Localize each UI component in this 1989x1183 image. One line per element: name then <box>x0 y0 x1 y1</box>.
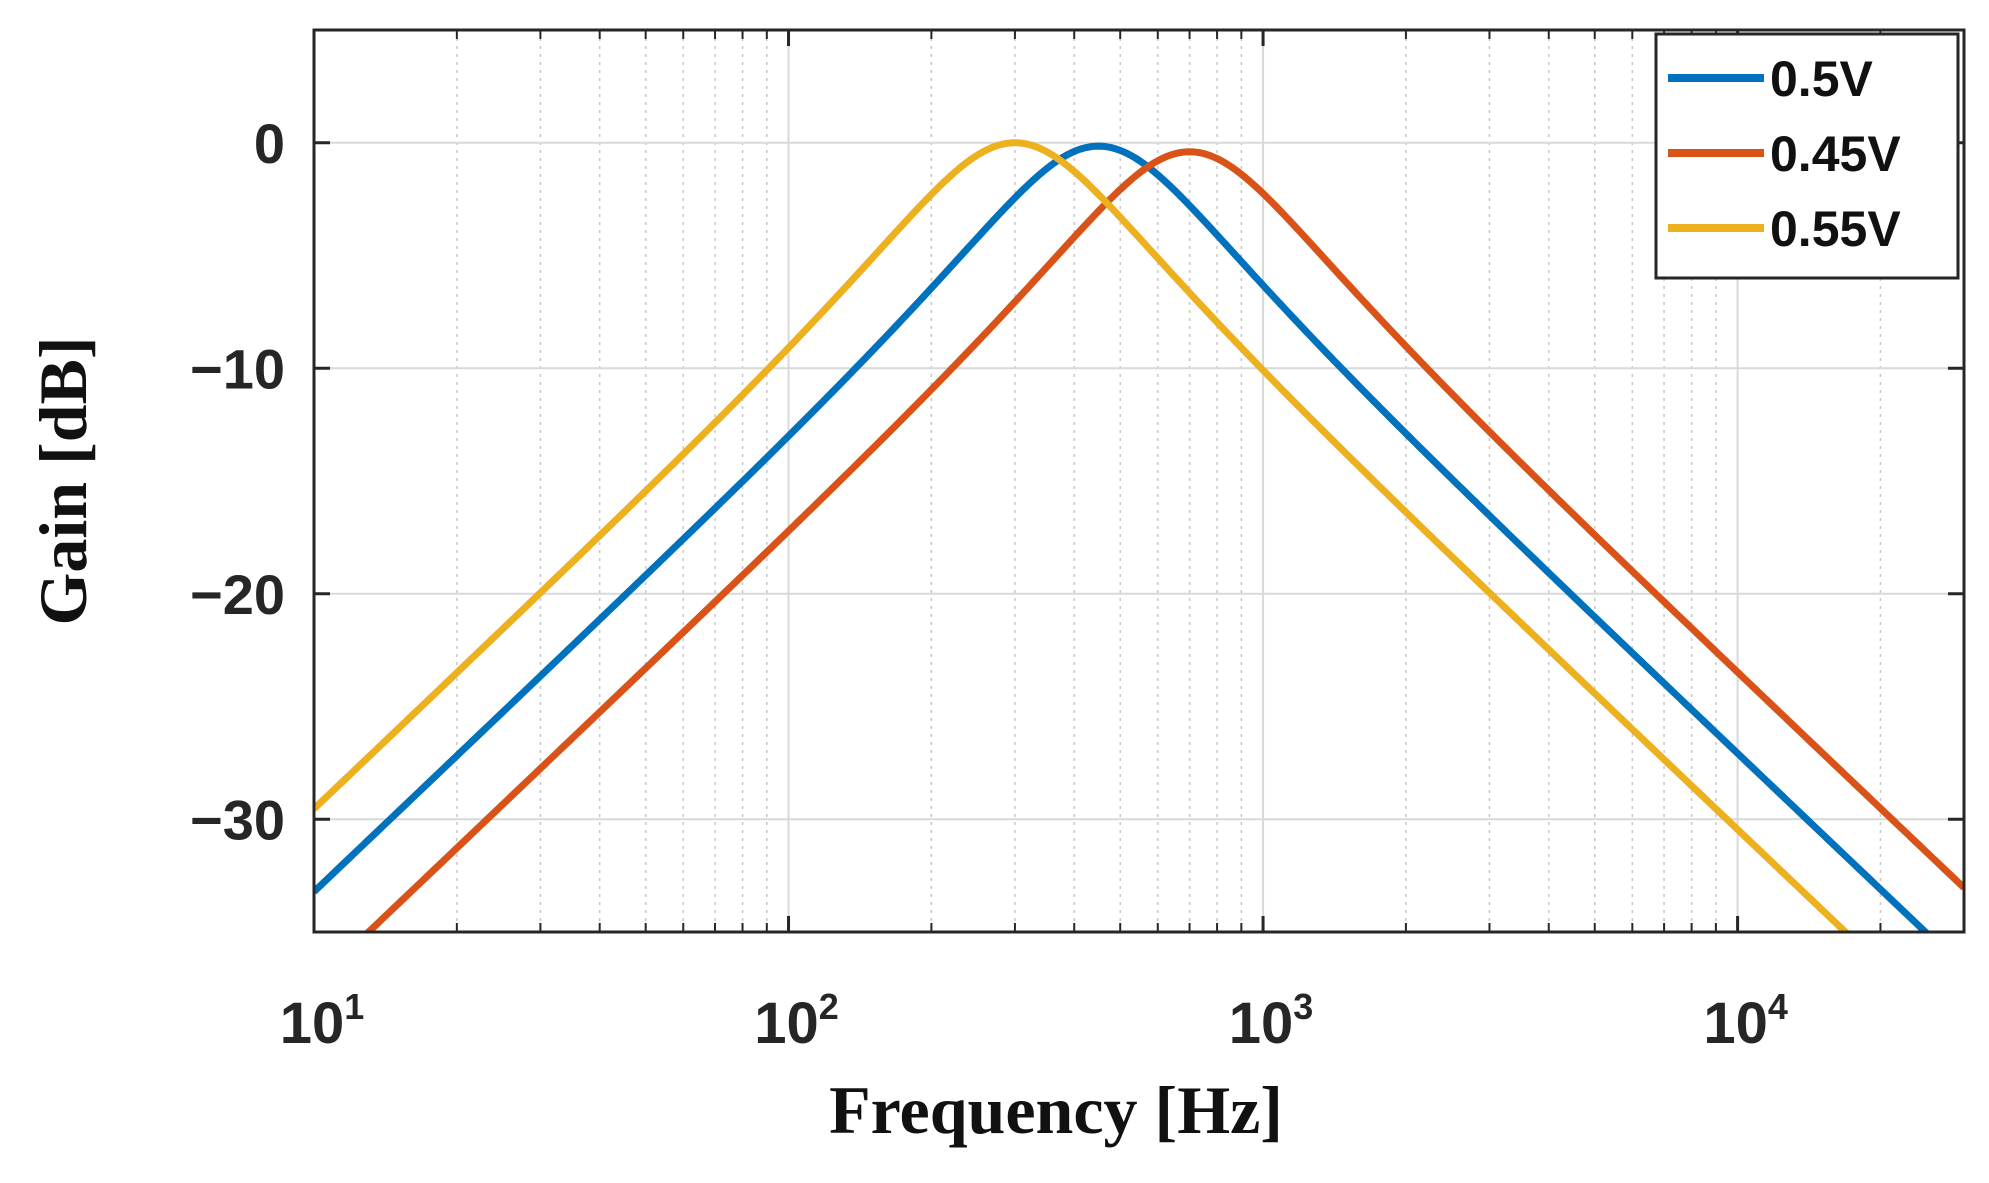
y-axis-label: Gain [dB] <box>25 336 101 625</box>
x-tick-label-exponent: 3 <box>1293 986 1313 1027</box>
x-tick-label-exponent: 2 <box>819 986 839 1027</box>
x-tick-label-base: 10 <box>1229 991 1294 1056</box>
y-tick-label: −30 <box>190 788 285 851</box>
legend: 0.5V 0.45V 0.55V <box>1654 32 1960 280</box>
y-tick-label: −20 <box>190 563 285 626</box>
legend-label: 0.55V <box>1770 201 1901 257</box>
y-tick-label: −10 <box>190 337 285 400</box>
x-tick-label-exponent: 4 <box>1768 986 1788 1027</box>
series-line-0_45V <box>363 148 1964 932</box>
legend-label: 0.45V <box>1770 126 1901 182</box>
series-line-0_5V <box>314 142 1931 932</box>
x-tick-label-exponent: 1 <box>344 986 364 1027</box>
y-tick-label: 0 <box>254 112 285 175</box>
x-tick-labels: 101 102 103 104 <box>280 986 1788 1056</box>
x-tick-label: 103 <box>1229 986 1314 1056</box>
x-tick-label: 104 <box>1703 986 1788 1056</box>
x-axis-label: Frequency [Hz] <box>829 1072 1283 1148</box>
x-tick-label: 101 <box>280 986 365 1056</box>
x-tick-label-base: 10 <box>280 991 345 1056</box>
series-line-0_55V <box>314 139 1851 932</box>
x-tick-label-base: 10 <box>754 991 819 1056</box>
plot-frame <box>312 28 1966 934</box>
x-tick-label-base: 10 <box>1703 991 1768 1056</box>
legend-label: 0.5V <box>1770 51 1874 107</box>
series-lines <box>314 139 1964 932</box>
y-tick-labels: 0 −10 −20 −30 <box>190 112 285 852</box>
x-tick-label: 102 <box>754 986 839 1056</box>
